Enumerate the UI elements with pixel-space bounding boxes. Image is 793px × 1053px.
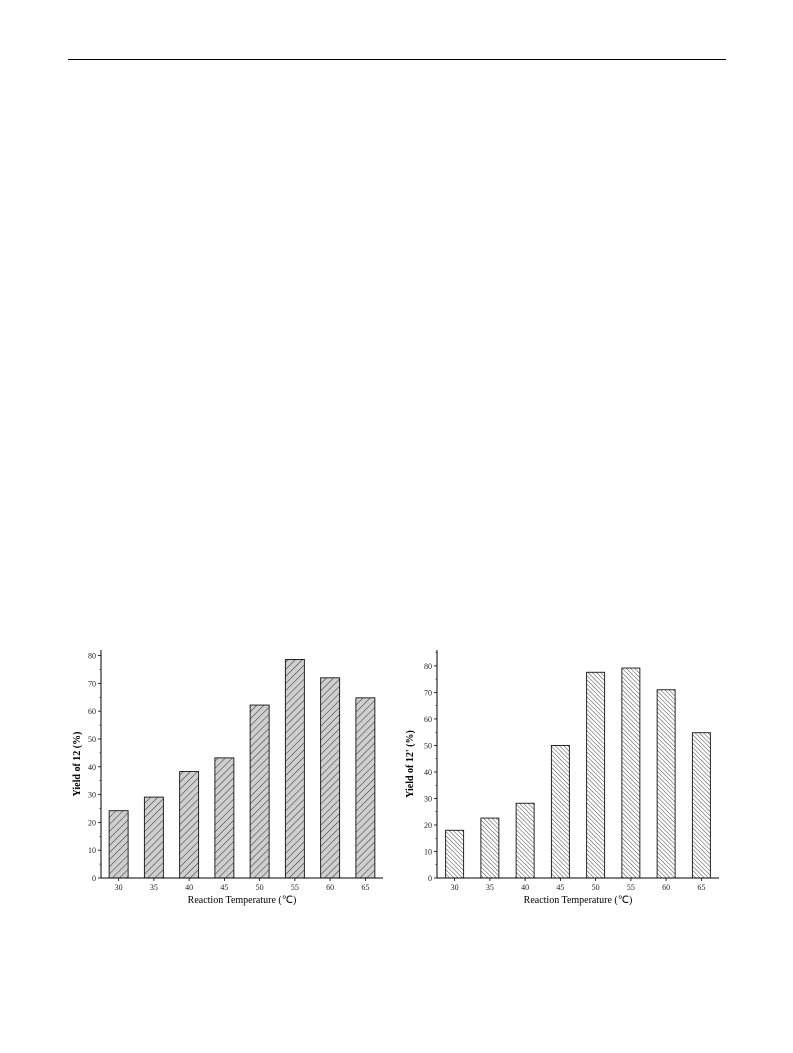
y-tick-label: 20	[424, 821, 432, 830]
y-tick-label: 50	[88, 735, 96, 744]
x-tick-label: 60	[326, 883, 334, 892]
y-tick-label: 30	[424, 794, 432, 803]
y-axis-title-prefix: Yield of	[72, 761, 83, 797]
bar-35	[143, 796, 164, 879]
x-tick-label: 30	[451, 883, 459, 892]
y-axis-title-compound: 12	[72, 751, 83, 761]
y-tick-label: 60	[424, 715, 432, 724]
bar-55	[621, 667, 641, 879]
y-tick-label: 40	[424, 768, 432, 777]
y-tick-label: 50	[424, 741, 432, 750]
x-axis-title: Reaction Temperature (℃)	[188, 895, 297, 906]
y-tick-label: 40	[88, 763, 96, 772]
x-tick-label: 30	[115, 883, 123, 892]
x-axis-title: Reaction Temperature (℃)	[524, 895, 633, 906]
bar-55	[284, 659, 305, 879]
page-header-rule	[68, 59, 726, 60]
y-axis-title: Yield of 12 (%)	[72, 732, 83, 797]
y-axis-title: Yield of 12' (%)	[405, 730, 416, 798]
x-tick-label: 40	[521, 883, 529, 892]
bar-50	[249, 704, 270, 879]
y-tick-label: 10	[424, 847, 432, 856]
y-tick-label: 30	[88, 791, 96, 800]
bar-50	[586, 671, 606, 879]
y-tick-label: 60	[88, 707, 96, 716]
bar-35	[480, 817, 500, 879]
y-tick-label: 0	[92, 874, 96, 883]
bar-30	[108, 810, 129, 879]
y-axis-title-suffix: (%)	[405, 730, 416, 749]
bar-30	[445, 829, 465, 879]
x-tick-label: 50	[592, 883, 600, 892]
y-tick-label: 70	[424, 688, 432, 697]
y-axis-title-suffix: (%)	[72, 732, 83, 751]
x-tick-label: 35	[486, 883, 494, 892]
x-tick-label: 65	[697, 883, 705, 892]
bar-40	[515, 802, 535, 879]
y-tick-label: 20	[88, 818, 96, 827]
x-tick-label: 40	[185, 883, 193, 892]
x-tick-label: 45	[556, 883, 564, 892]
y-tick-label: 80	[424, 662, 432, 671]
y-axis-title-compound: 12'	[405, 749, 416, 762]
bar-65	[355, 697, 376, 879]
x-tick-label: 55	[627, 883, 635, 892]
bar-65	[691, 732, 711, 879]
x-tick-label: 45	[220, 883, 228, 892]
x-tick-label: 65	[361, 883, 369, 892]
bar-60	[656, 689, 676, 879]
bar-60	[320, 677, 341, 879]
chart-2: 0 10 20 30 40 50 60 70 80 30 35 40 45 50 55 60 65 Reactio…	[405, 650, 719, 906]
y-tick-label: 80	[88, 652, 96, 661]
x-tick-label: 60	[662, 883, 670, 892]
y-axis-title-prefix: Yield of	[405, 762, 416, 798]
y-tick-label: 10	[88, 846, 96, 855]
x-tick-label: 50	[256, 883, 264, 892]
x-tick-label: 55	[291, 883, 299, 892]
chart-1: 0 10 20 30 40 50 60 70 80 30 35 40 45 50 55 60 65 Reactio…	[72, 650, 383, 906]
bar-45	[214, 757, 235, 879]
bar-45	[550, 744, 570, 879]
bar-40	[179, 771, 200, 879]
x-tick-label: 35	[150, 883, 158, 892]
y-tick-label: 70	[88, 679, 96, 688]
y-tick-label: 0	[428, 874, 432, 883]
